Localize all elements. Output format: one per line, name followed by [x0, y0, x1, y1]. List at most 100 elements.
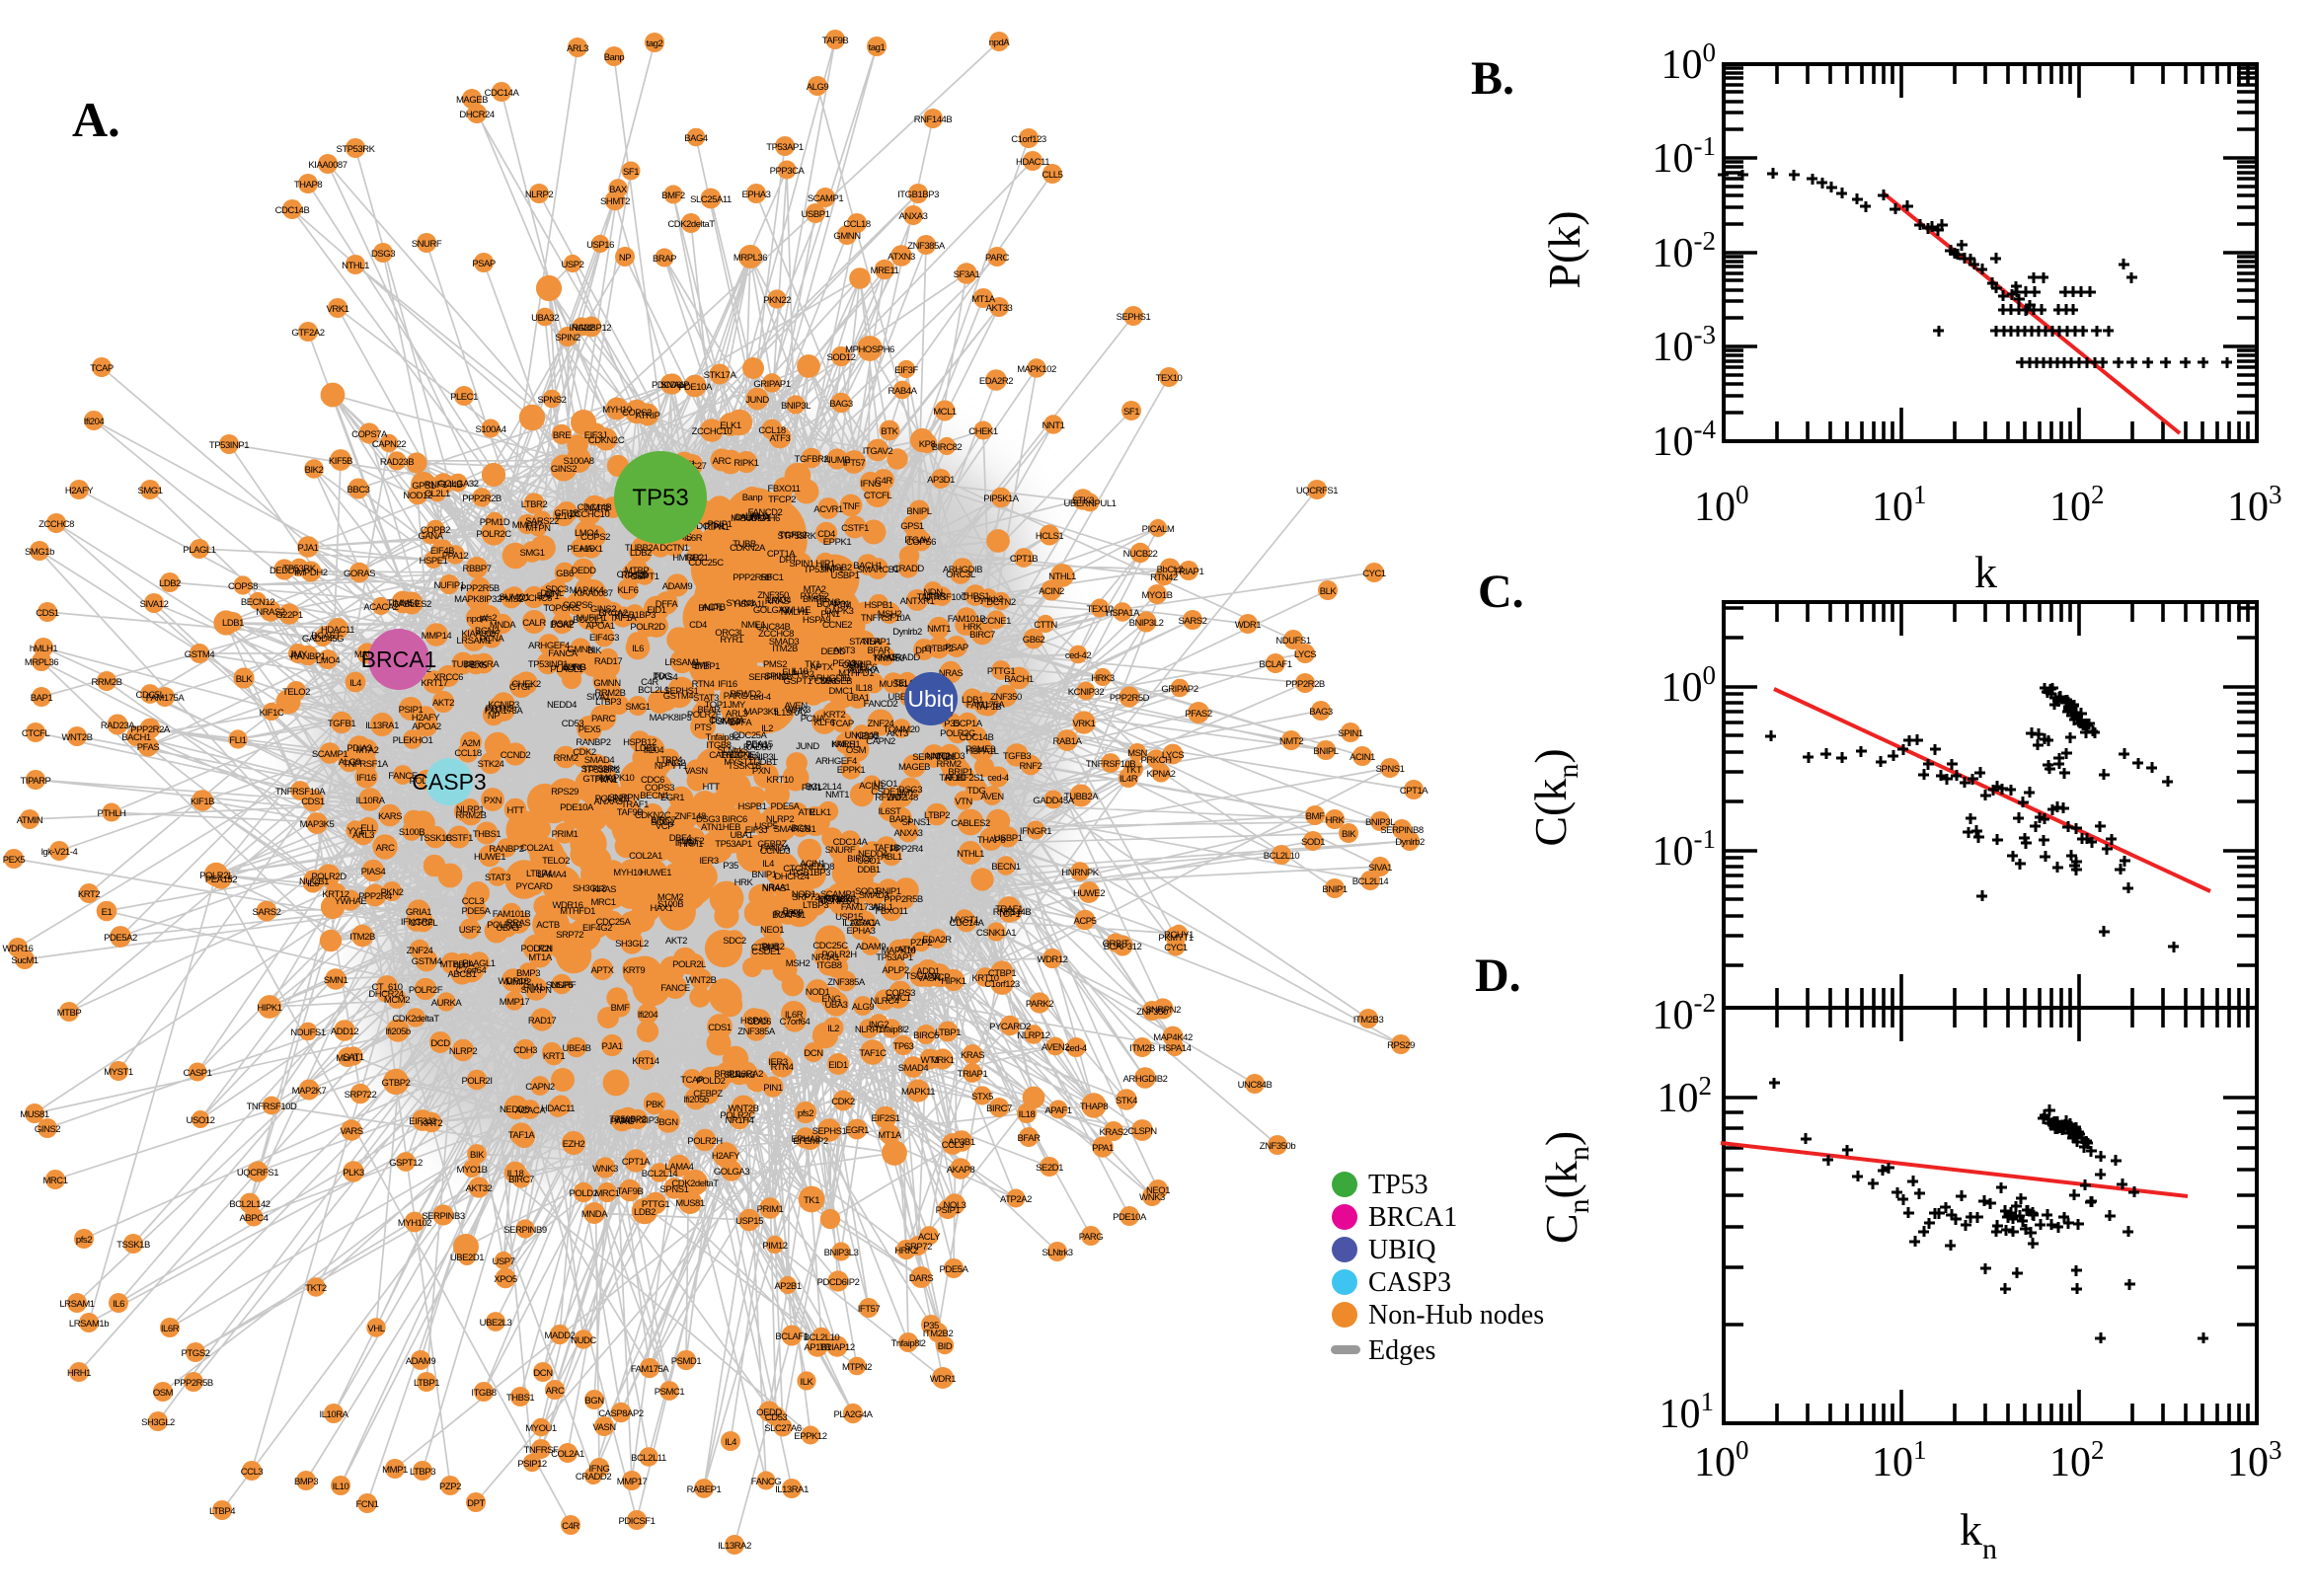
svg-text:UBE2L3: UBE2L3	[480, 1318, 512, 1329]
svg-text:PSAP: PSAP	[472, 259, 496, 269]
svg-text:BACH1: BACH1	[1004, 674, 1034, 685]
svg-text:WNT2B: WNT2B	[685, 975, 716, 986]
svg-text:MPHOSPH6: MPHOSPH6	[845, 344, 894, 355]
svg-text:BNIPL: BNIPL	[1313, 746, 1338, 757]
svg-text:CCNE1: CCNE1	[981, 616, 1011, 627]
svg-text:COPS8: COPS8	[228, 581, 258, 592]
svg-text:TSSK1B: TSSK1B	[116, 1240, 150, 1251]
svg-text:SPIN1: SPIN1	[1338, 728, 1362, 739]
svg-text:KIAA0087: KIAA0087	[308, 160, 347, 171]
svg-text:TAF9B: TAF9B	[617, 1186, 644, 1197]
svg-text:CDK2: CDK2	[831, 1097, 855, 1107]
svg-text:USO1: USO1	[874, 779, 897, 790]
svg-text:ING2: ING2	[869, 1020, 889, 1030]
svg-text:SMN1: SMN1	[324, 975, 348, 986]
svg-text:IL6R: IL6R	[161, 1324, 180, 1334]
svg-text:CSTF1: CSTF1	[841, 523, 869, 534]
svg-text:PPP2R4: PPP2R4	[889, 844, 923, 855]
svg-text:NEDD4: NEDD4	[547, 700, 577, 711]
svg-text:ITM2B: ITM2B	[1129, 1043, 1155, 1054]
svg-text:CAPN22: CAPN22	[372, 439, 406, 450]
svg-text:KRAS2: KRAS2	[1100, 1127, 1128, 1138]
svg-text:CDC5L: CDC5L	[136, 690, 165, 701]
svg-text:TNF: TNF	[842, 501, 860, 512]
svg-text:CTCFL: CTCFL	[864, 491, 892, 501]
svg-text:VASN: VASN	[592, 1422, 616, 1433]
svg-text:WNK3: WNK3	[592, 1164, 618, 1175]
svg-text:PMS2: PMS2	[763, 659, 787, 670]
svg-text:PDE5A: PDE5A	[940, 1264, 969, 1275]
svg-text:Ifi204: Ifi204	[638, 1010, 658, 1021]
svg-text:H2AFY: H2AFY	[65, 486, 94, 496]
svg-text:RTN42: RTN42	[1150, 572, 1178, 583]
svg-text:CCND3: CCND3	[760, 846, 791, 857]
svg-text:TK1: TK1	[804, 1195, 819, 1206]
svg-text:PPP2R2A: PPP2R2A	[130, 724, 171, 735]
svg-text:PKN2: PKN2	[380, 887, 403, 898]
svg-text:EDA2R2: EDA2R2	[979, 376, 1013, 387]
svg-text:MAPK102: MAPK102	[1017, 364, 1056, 375]
svg-text:WDR12: WDR12	[1037, 954, 1067, 965]
svg-text:CYC1: CYC1	[1164, 943, 1188, 953]
svg-text:RAD17: RAD17	[594, 656, 623, 667]
svg-text:IL13RA2: IL13RA2	[718, 1541, 751, 1552]
svg-text:RAD17: RAD17	[528, 1016, 557, 1026]
svg-text:KRT1: KRT1	[543, 1051, 565, 1062]
svg-text:BAG4: BAG4	[684, 133, 708, 144]
svg-text:PIP5K1A: PIP5K1A	[983, 494, 1020, 504]
svg-text:TCAP: TCAP	[90, 363, 114, 374]
svg-text:CSNK1A1: CSNK1A1	[820, 896, 860, 907]
svg-text:PHB2: PHB2	[791, 669, 813, 680]
svg-text:BAP1: BAP1	[537, 591, 560, 602]
svg-text:COL2A1: COL2A1	[629, 851, 662, 862]
svg-text:PLEKHO1: PLEKHO1	[393, 735, 433, 746]
svg-text:CCL18: CCL18	[843, 219, 870, 230]
svg-text:FANCD2: FANCD2	[864, 699, 898, 710]
svg-text:SOD1: SOD1	[1301, 837, 1325, 848]
svg-text:VASN: VASN	[684, 766, 708, 777]
svg-text:EIF2S1: EIF2S1	[872, 1113, 900, 1124]
svg-text:RAD23B: RAD23B	[380, 457, 414, 468]
svg-text:GSTM4: GSTM4	[412, 956, 442, 967]
svg-text:NR1H4: NR1H4	[726, 1115, 754, 1126]
svg-text:IL13RA1: IL13RA1	[365, 721, 399, 731]
svg-text:KRT10: KRT10	[766, 775, 793, 786]
svg-text:LTBP3: LTBP3	[410, 1467, 435, 1478]
svg-text:SHMT2: SHMT2	[600, 196, 630, 207]
svg-text:STAT3: STAT3	[485, 873, 510, 883]
svg-text:MYST1: MYST1	[950, 915, 979, 926]
svg-text:NDUFS1: NDUFS1	[1275, 636, 1310, 646]
svg-text:Ifi205b: Ifi205b	[683, 1095, 709, 1105]
svg-text:PLA2G4A: PLA2G4A	[833, 1409, 873, 1420]
svg-text:PPM1D: PPM1D	[480, 517, 510, 528]
svg-text:ABL1: ABL1	[872, 902, 893, 913]
svg-text:HCLS1: HCLS1	[1036, 531, 1064, 542]
svg-text:NRAS2: NRAS2	[256, 607, 285, 618]
svg-text:CDK2deltaT: CDK2deltaT	[392, 1014, 439, 1025]
svg-text:TDG: TDG	[967, 786, 986, 797]
svg-text:STK17A: STK17A	[704, 370, 737, 381]
svg-text:POLR2G: POLR2G	[940, 728, 975, 739]
svg-text:SPNS1: SPNS1	[902, 817, 931, 828]
svg-text:POLR2F: POLR2F	[409, 985, 443, 996]
svg-text:SMG1: SMG1	[519, 548, 544, 559]
svg-text:ZNF350b: ZNF350b	[1260, 1141, 1296, 1152]
svg-text:TRIAP1: TRIAP1	[958, 1069, 988, 1080]
svg-text:ATR: ATR	[799, 807, 816, 818]
svg-text:RAD23A: RAD23A	[101, 721, 135, 731]
svg-text:AP3D1: AP3D1	[927, 475, 955, 486]
svg-text:TRIAP12: TRIAP12	[819, 1342, 855, 1353]
svg-text:IL10RA: IL10RA	[320, 1409, 349, 1420]
svg-text:THBS1: THBS1	[473, 829, 502, 840]
svg-text:PDE10A: PDE10A	[560, 802, 594, 813]
svg-text:SPNS2: SPNS2	[538, 395, 567, 406]
svg-text:CDS1: CDS1	[36, 608, 59, 619]
svg-text:KIAA0087: KIAA0087	[574, 588, 612, 599]
svg-text:SucM1: SucM1	[11, 955, 38, 966]
svg-text:FANCE: FANCE	[660, 983, 690, 994]
svg-text:SH3GL2: SH3GL2	[141, 1417, 175, 1428]
svg-text:PARC: PARC	[985, 253, 1009, 264]
svg-text:PSMC1: PSMC1	[655, 1387, 685, 1398]
svg-text:CDH3: CDH3	[513, 1045, 537, 1056]
svg-text:CCL18: CCL18	[454, 748, 481, 759]
